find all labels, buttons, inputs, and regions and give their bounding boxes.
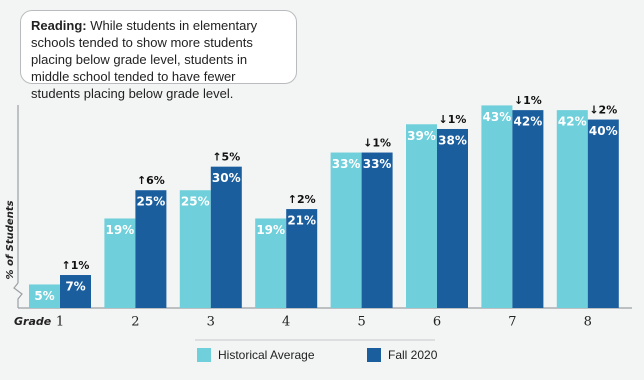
value-label: 42% [514,115,543,129]
x-tick-label: 6 [433,315,441,330]
bar [60,275,91,308]
value-label: 33% [363,157,392,171]
change-label: ↓1% [514,94,542,107]
bar [210,166,242,308]
value-label: 5% [34,289,54,303]
reading-text: While students in elementary schools ten… [31,18,258,101]
value-label: 25% [137,195,166,209]
bar [179,190,211,308]
legend-swatch [367,348,381,362]
change-label: ↓2% [589,104,617,117]
change-label: ↓1% [439,113,467,126]
legend-label: Historical Average [218,348,315,362]
legend-label: Fall 2020 [388,348,438,362]
value-label: 19% [106,223,135,237]
change-label: ↑6% [137,174,165,187]
bar [587,119,619,308]
legend-swatch [197,348,211,362]
value-label: 42% [558,115,587,129]
bar [29,284,60,308]
bar [481,105,513,308]
x-tick-label: 4 [282,315,290,330]
bar [255,218,287,308]
x-tick-label: 3 [207,315,215,330]
bar [286,209,318,308]
value-label: 7% [65,280,85,294]
axis-break [13,282,23,308]
bar [361,152,393,308]
reading-callout: Reading: While students in elementary sc… [20,10,297,101]
x-tick-label: 2 [131,315,139,330]
value-label: 43% [483,110,512,124]
change-label: ↑2% [288,193,316,206]
y-axis-label: % of Students [5,200,16,279]
bar [135,190,167,308]
value-label: 19% [256,223,285,237]
bar [437,128,468,308]
bar [556,110,588,308]
value-label: 38% [438,133,467,147]
x-tick-label: 8 [584,315,592,330]
value-label: 25% [181,195,210,209]
x-axis-label: Grade [14,315,52,328]
value-label: 21% [287,214,316,228]
change-label: ↓1% [363,137,391,150]
x-tick-label: 1 [56,315,64,330]
value-label: 39% [407,129,436,143]
value-label: 33% [332,157,361,171]
change-label: ↑5% [212,151,240,164]
reading-label: Reading: [31,18,87,33]
bar [104,218,136,308]
x-tick-label: 5 [357,315,365,330]
change-label: ↑1% [62,259,90,272]
bar [406,124,437,309]
value-label: 40% [589,124,618,138]
x-tick-label: 7 [508,315,516,330]
bar [512,110,544,308]
value-label: 30% [212,171,241,185]
bar [330,152,362,308]
